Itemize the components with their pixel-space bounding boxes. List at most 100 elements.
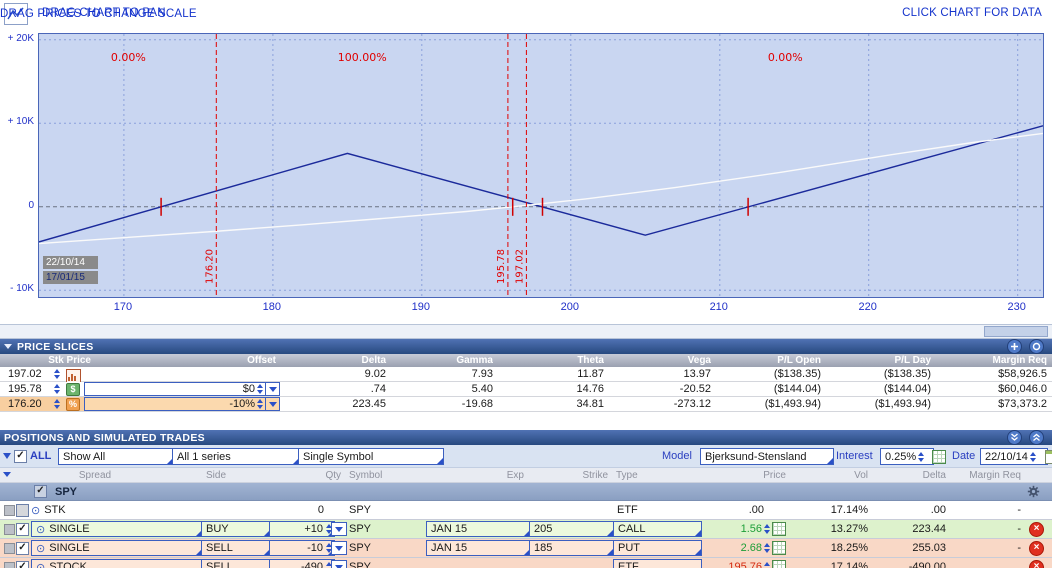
qty-input[interactable]: +10 <box>269 521 335 537</box>
expand-section-button[interactable] <box>1029 430 1044 445</box>
chevrons-down-icon <box>1007 430 1022 445</box>
sort-arrow-icon[interactable] <box>3 472 11 477</box>
exp-dropdown[interactable]: JAN 15 <box>426 540 531 556</box>
chart-toolbar: DRAG CHART TO PAN DRAG PRICES TO CHANGE … <box>0 0 1052 28</box>
group-checkbox[interactable]: ✓ <box>34 485 47 498</box>
exp-dropdown[interactable]: JAN 15 <box>426 521 531 537</box>
price-cell: 1.56 <box>700 520 788 538</box>
center-slices-button[interactable] <box>1029 339 1044 354</box>
strike-dropdown[interactable]: 185 <box>529 540 614 556</box>
row-checkbox[interactable]: ✓ <box>16 523 29 536</box>
date-input[interactable]: 22/10/14 <box>980 448 1048 465</box>
slice-price-value: 195.78 <box>8 383 42 395</box>
series-filter-value: All 1 series <box>177 450 231 463</box>
price-spinner[interactable] <box>762 558 772 568</box>
qty-spinner[interactable] <box>324 560 334 568</box>
row-checkbox[interactable]: ✓ <box>16 561 29 568</box>
model-dropdown[interactable]: Bjerksund-Stensland <box>700 448 834 465</box>
add-slice-button[interactable] <box>1007 339 1022 354</box>
collapse-section-button[interactable] <box>1007 430 1022 445</box>
dollar-offset-badge[interactable]: $ <box>66 383 80 396</box>
row-handle[interactable] <box>4 562 15 568</box>
series-filter-dropdown[interactable]: All 1 series <box>172 448 300 465</box>
side-dropdown[interactable]: SELL <box>201 559 271 568</box>
delta-value: .00 <box>930 504 946 516</box>
pl-chart-svg[interactable]: 176.20 195.78 197.02 0.00% 100.00% 0.00% <box>38 34 1044 297</box>
symbol-group-row[interactable]: ✓ SPY <box>0 483 1052 501</box>
type-dropdown[interactable]: ETF <box>613 559 702 568</box>
row-handle[interactable] <box>4 505 15 516</box>
offset-spinner[interactable] <box>255 398 265 410</box>
price-spinner[interactable] <box>762 539 772 557</box>
row-handle[interactable] <box>4 543 15 554</box>
percent-offset-badge[interactable]: % <box>66 398 80 411</box>
price-spinner[interactable] <box>52 382 62 396</box>
offset-dropdown[interactable] <box>265 383 279 395</box>
group-settings-button[interactable] <box>1027 485 1040 501</box>
spread-cell: ⊙ STK <box>31 501 199 519</box>
side-dropdown[interactable]: SELL <box>201 540 271 556</box>
qty-dropdown[interactable] <box>331 522 347 536</box>
interest-spinner[interactable] <box>916 449 926 464</box>
pan-hint: DRAG CHART TO PAN <box>42 7 166 19</box>
calculator-icon[interactable] <box>932 450 946 464</box>
remove-row-button[interactable]: × <box>1029 541 1044 556</box>
price-helper-icon[interactable] <box>772 560 786 568</box>
type-value: ETF <box>618 561 639 568</box>
row-checkbox[interactable] <box>16 504 29 517</box>
price-slice-row: 176.20 % -10% 223.45 -19.68 34.81 -273.1… <box>0 397 1052 412</box>
date-spinner[interactable] <box>1028 449 1038 464</box>
collapse-arrow-icon[interactable] <box>3 453 11 459</box>
price-helper-icon[interactable] <box>772 522 786 536</box>
chart-mode-button[interactable] <box>4 3 28 25</box>
slice-indicator-icon[interactable] <box>66 369 81 383</box>
col-spread: Spread <box>78 469 112 481</box>
chart-hscrollbar[interactable] <box>0 324 1052 339</box>
pl-chart-plot[interactable]: 176.20 195.78 197.02 0.00% 100.00% 0.00% 22/1… <box>38 33 1044 298</box>
spread-dropdown[interactable]: ⊙ SINGLE <box>31 540 203 556</box>
slice-vega: 13.97 <box>683 368 711 380</box>
slice-price-value: 197.02 <box>8 368 42 380</box>
svg-text:176.20: 176.20 <box>204 249 215 284</box>
offset-input[interactable]: -10% <box>84 397 280 411</box>
qty-input[interactable]: -490 <box>269 559 335 568</box>
target-icon <box>1029 339 1044 354</box>
calendar-icon[interactable] <box>1045 450 1052 464</box>
type-dropdown[interactable]: PUT <box>613 540 702 556</box>
qty-input[interactable]: -10 <box>269 540 335 556</box>
price-spinner[interactable] <box>52 397 62 411</box>
symbol-mode-dropdown[interactable]: Single Symbol <box>298 448 444 465</box>
type-dropdown[interactable]: CALL <box>613 521 702 537</box>
offset-spinner[interactable] <box>255 383 265 395</box>
show-filter-dropdown[interactable]: Show All <box>58 448 174 465</box>
margin-value <box>950 558 1025 568</box>
x-axis-tick-label: 170 <box>113 301 133 313</box>
date-value: 22/10/14 <box>985 450 1028 463</box>
scrollbar-handle[interactable] <box>984 326 1048 337</box>
scrollbar-track[interactable] <box>0 325 1052 338</box>
exp-value: JAN 15 <box>431 542 468 554</box>
side-dropdown[interactable]: BUY <box>201 521 271 537</box>
price-spinner[interactable] <box>52 367 62 381</box>
qty-dropdown[interactable] <box>331 560 347 568</box>
chevron-down-icon <box>335 564 343 568</box>
price-spinner[interactable] <box>762 520 772 538</box>
spread-dropdown[interactable]: ⊙ STOCK <box>31 559 203 568</box>
remove-row-button[interactable]: × <box>1029 522 1044 537</box>
data-hint: CLICK CHART FOR DATA <box>902 7 1042 19</box>
all-checkbox[interactable]: ✓ <box>14 450 27 463</box>
combo-marker-icon[interactable]: ⊙ <box>31 504 41 517</box>
col-stk-price: Stk Price <box>48 355 91 366</box>
collapse-triangle-icon[interactable] <box>4 344 12 349</box>
interest-input[interactable]: 0.25% <box>880 448 934 465</box>
strike-dropdown[interactable]: 205 <box>529 521 614 537</box>
offset-input[interactable]: $0 <box>84 382 280 396</box>
offset-dropdown[interactable] <box>265 398 279 410</box>
price-helper-icon[interactable] <box>772 541 786 555</box>
row-handle[interactable] <box>4 524 15 535</box>
remove-row-button[interactable]: × <box>1029 560 1044 568</box>
qty-dropdown[interactable] <box>331 541 347 555</box>
row-checkbox[interactable]: ✓ <box>16 542 29 555</box>
spread-dropdown[interactable]: ⊙ SINGLE <box>31 521 203 537</box>
